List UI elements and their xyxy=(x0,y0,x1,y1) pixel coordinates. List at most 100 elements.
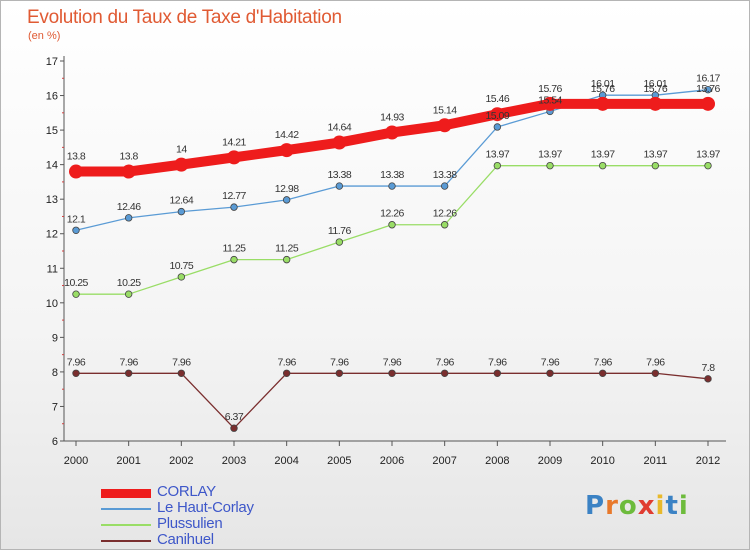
data-point xyxy=(388,369,396,377)
data-label: 14.64 xyxy=(327,122,351,134)
data-point xyxy=(177,207,186,216)
x-tick-label: 2011 xyxy=(644,455,668,467)
legend-label: CORLAY xyxy=(157,483,216,500)
y-tick-label: 13 xyxy=(46,194,58,206)
x-tick-label: 2010 xyxy=(590,455,614,467)
logo-letter: x xyxy=(637,491,656,521)
data-labels: 7.96 7.96 7.96 6.37 7.96 7.96 7.96 7.96 7.96 7.96… xyxy=(64,73,721,424)
data-label: 12.64 xyxy=(169,195,193,207)
data-label: 7.96 xyxy=(67,356,86,368)
data-label: 15.76 xyxy=(538,83,562,95)
y-tick-label: 14 xyxy=(46,160,58,172)
legend-swatch xyxy=(101,488,151,498)
data-label: 12.26 xyxy=(433,208,457,220)
legend-swatch xyxy=(101,524,151,526)
data-label: 7.96 xyxy=(646,356,665,368)
data-point xyxy=(651,369,660,377)
data-label: 13.8 xyxy=(119,151,138,163)
data-point xyxy=(701,96,715,111)
data-label: 12.46 xyxy=(117,201,141,213)
data-point xyxy=(388,221,396,229)
x-tick-label: 2003 xyxy=(222,455,246,467)
data-point xyxy=(651,161,660,170)
data-point xyxy=(177,369,186,377)
data-point xyxy=(546,369,554,377)
logo-letter: P xyxy=(585,491,606,521)
data-label: 13.8 xyxy=(67,151,86,163)
chart-title: Evolution du Taux de Taxe d'Habitation xyxy=(27,7,342,28)
legend-item: Plussulien xyxy=(101,515,361,533)
data-point xyxy=(124,214,133,222)
chart-unit-label: (en %) xyxy=(28,30,61,42)
data-point xyxy=(124,290,133,298)
data-point xyxy=(598,369,607,377)
data-point xyxy=(598,161,607,170)
data-label: 12.26 xyxy=(380,208,404,220)
data-point xyxy=(230,424,238,432)
data-label: 15.09 xyxy=(485,110,509,122)
y-tick-label: 17 xyxy=(46,56,58,68)
data-point xyxy=(335,182,344,190)
data-point xyxy=(124,369,133,377)
data-point xyxy=(121,164,136,179)
data-label: 16.17 xyxy=(696,73,720,85)
data-label: 16.01 xyxy=(591,78,615,90)
data-point xyxy=(440,221,449,229)
data-label: 7.96 xyxy=(593,356,612,368)
x-tick-label: 2002 xyxy=(169,455,193,467)
data-label: 15.76 xyxy=(591,83,615,95)
axes: 6 7 8 9 10 11 12 13 14 15 16 17 2000 2001 2002 2003 2004… xyxy=(46,56,726,467)
legend-item: CORLAY xyxy=(101,483,361,501)
data-label: 15.14 xyxy=(433,104,457,116)
data-point xyxy=(437,118,452,133)
data-label: 7.96 xyxy=(330,356,349,368)
data-label: 11.25 xyxy=(223,243,247,255)
data-point xyxy=(493,161,502,170)
data-point xyxy=(440,182,449,190)
data-point xyxy=(230,255,238,264)
series-line-3 xyxy=(75,372,709,429)
data-label: 12.1 xyxy=(67,213,86,225)
legend-label: Plussulien xyxy=(157,515,223,532)
data-label: 15.54 xyxy=(538,94,562,106)
legend-item: Canihuel xyxy=(101,531,361,549)
legend-label: Canihuel xyxy=(157,531,214,548)
data-label: 13.38 xyxy=(327,169,351,181)
data-label: 13.97 xyxy=(538,149,562,161)
data-label: 13.97 xyxy=(643,149,667,161)
y-tick-label: 10 xyxy=(46,298,58,310)
data-label: 15.76 xyxy=(643,83,667,95)
data-point xyxy=(332,135,347,150)
data-label: 14.93 xyxy=(380,112,404,124)
data-point xyxy=(546,161,554,170)
data-point xyxy=(648,96,663,111)
data-point xyxy=(227,150,241,165)
data-point xyxy=(543,96,557,111)
logo-letter: t xyxy=(665,491,679,521)
data-label: 15.76 xyxy=(696,83,720,95)
data-point xyxy=(388,182,396,190)
data-point xyxy=(335,369,344,377)
data-point xyxy=(490,107,505,122)
y-tick-label: 7 xyxy=(52,401,58,413)
x-tick-label: 2000 xyxy=(64,455,88,467)
logo-letter: i xyxy=(678,491,689,521)
data-point xyxy=(177,273,186,281)
data-point xyxy=(72,226,80,234)
x-tick-label: 2005 xyxy=(327,455,351,467)
data-label: 10.25 xyxy=(117,277,141,289)
data-label: 15.46 xyxy=(485,93,509,105)
data-point xyxy=(72,290,80,298)
data-label: 11.25 xyxy=(275,243,299,255)
data-label: 12.98 xyxy=(275,183,299,195)
legend-swatch xyxy=(101,540,151,542)
x-tick-label: 2008 xyxy=(485,455,509,467)
data-label: 10.75 xyxy=(169,260,193,272)
data-label: 13.97 xyxy=(696,149,720,161)
logo-letter: r xyxy=(605,491,619,521)
legend-label: Le Haut-Corlay xyxy=(157,499,254,516)
data-label: 16.01 xyxy=(643,78,667,90)
data-point xyxy=(493,369,502,377)
